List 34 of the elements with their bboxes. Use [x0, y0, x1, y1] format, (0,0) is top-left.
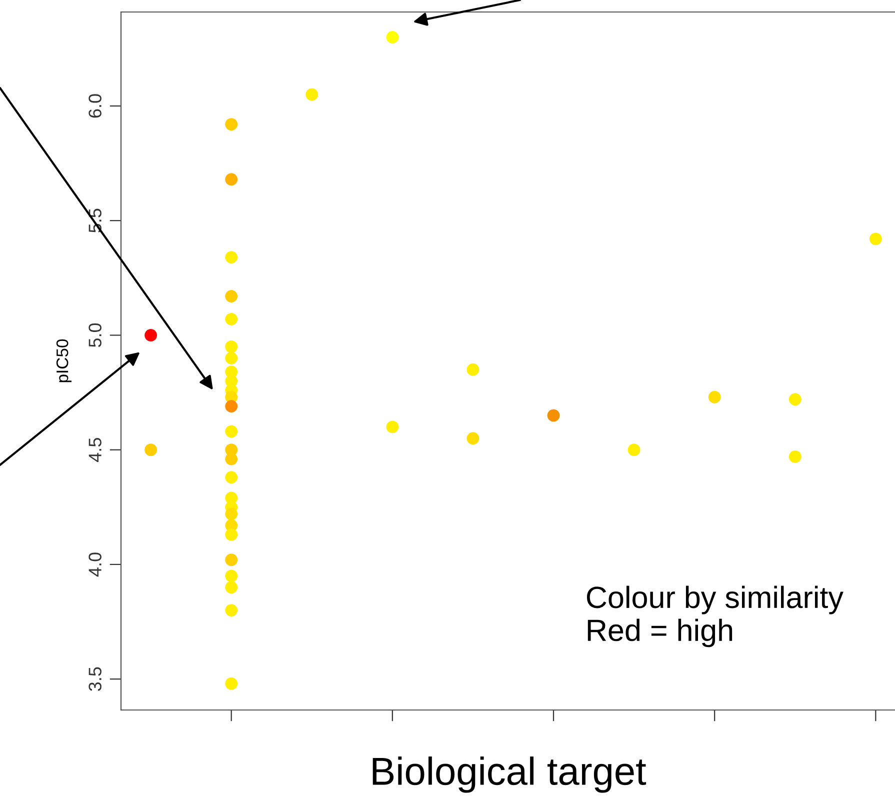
point [225, 340, 238, 353]
point [225, 554, 238, 566]
point [225, 570, 238, 582]
point [225, 471, 238, 484]
point [306, 88, 318, 101]
y-axis-title: pIC50 [56, 339, 72, 382]
y-tick-label: 5.0 [88, 323, 102, 348]
y-tick-label: 6.0 [88, 94, 102, 118]
point [225, 290, 238, 302]
y-tick-label: 4.0 [88, 552, 102, 577]
point [225, 604, 238, 616]
point [225, 528, 238, 541]
point [547, 409, 560, 422]
point [386, 31, 399, 44]
point [466, 363, 480, 376]
point [225, 173, 238, 186]
point [225, 677, 238, 690]
point [144, 329, 158, 342]
point [225, 352, 238, 364]
point [386, 420, 399, 434]
point [225, 581, 238, 594]
point [788, 450, 802, 463]
point [225, 251, 238, 264]
point [869, 232, 882, 246]
y-tick-label: 3.5 [88, 667, 102, 691]
annotation: Colour by similarity Red = high [586, 586, 844, 648]
point [225, 400, 238, 412]
point [225, 508, 238, 520]
point [225, 425, 238, 438]
point [788, 393, 802, 406]
y-tick-label: 4.5 [88, 438, 102, 462]
point [225, 312, 238, 326]
point [628, 444, 640, 456]
x-axis-title: Biological target [372, 756, 646, 793]
